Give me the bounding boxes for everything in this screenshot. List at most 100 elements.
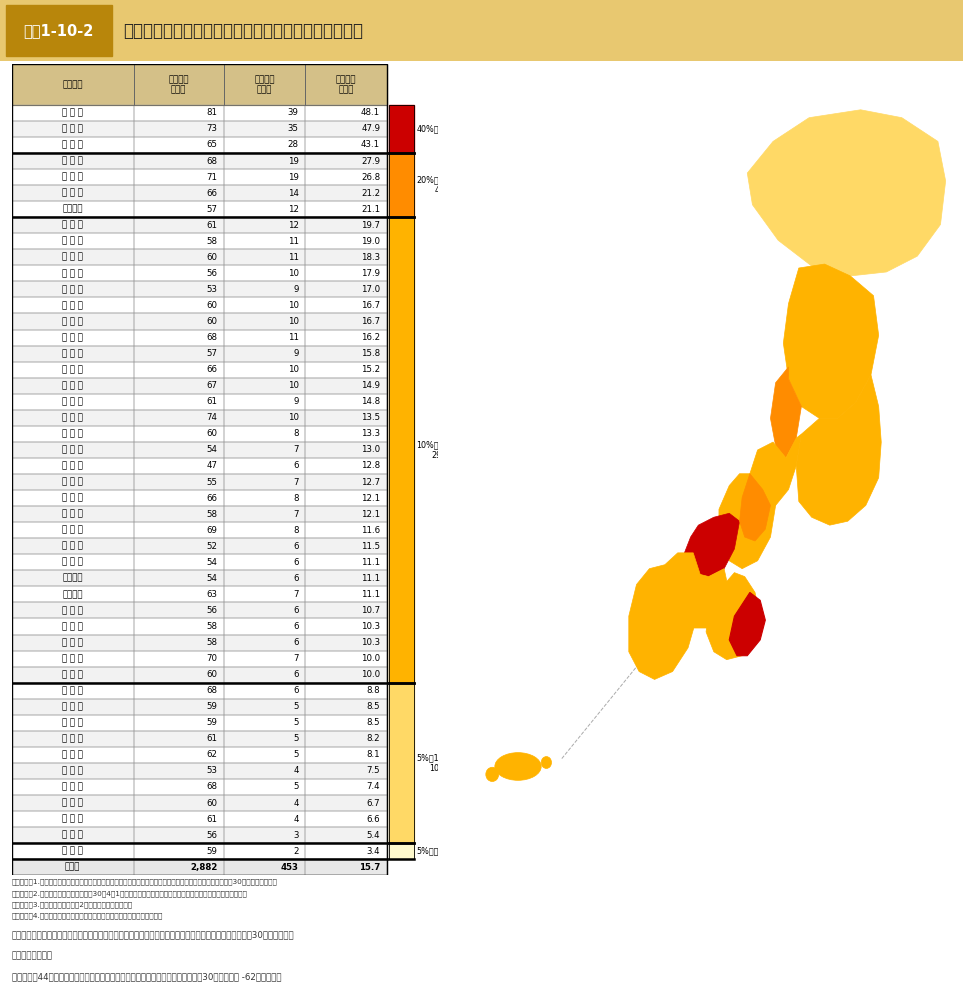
Bar — [305, 265, 386, 282]
Bar — [223, 153, 305, 169]
Bar — [12, 426, 386, 442]
Bar — [12, 153, 386, 169]
Bar — [12, 249, 134, 265]
Bar — [134, 747, 223, 763]
Bar — [12, 265, 134, 282]
Text: 宮 城 県: 宮 城 県 — [63, 269, 83, 278]
Text: 73: 73 — [206, 125, 218, 134]
Text: 60: 60 — [206, 671, 218, 679]
Bar — [134, 554, 223, 571]
Bar — [305, 201, 386, 218]
Bar — [12, 667, 386, 682]
Bar — [12, 811, 386, 827]
Text: 10: 10 — [288, 365, 299, 374]
Text: 10: 10 — [288, 317, 299, 326]
Bar — [223, 682, 305, 698]
Bar — [12, 491, 386, 506]
Text: 出典：内閣府「地方公共団体における男女共同参画社会の形成又は女性に関する施策の推進状況」（平成30年度）　より: 出典：内閣府「地方公共団体における男女共同参画社会の形成又は女性に関する施策の推… — [12, 931, 294, 940]
Text: 58: 58 — [206, 622, 218, 631]
Text: 16.2: 16.2 — [361, 333, 380, 342]
Polygon shape — [747, 110, 946, 276]
Text: 28: 28 — [288, 140, 299, 149]
Bar — [12, 458, 134, 474]
Text: 19: 19 — [288, 172, 299, 182]
Bar — [134, 329, 223, 345]
Bar — [12, 747, 386, 763]
Bar — [223, 298, 305, 314]
Bar — [134, 442, 223, 458]
Polygon shape — [629, 553, 701, 679]
Text: 石 川 県: 石 川 県 — [63, 654, 83, 663]
Text: 35: 35 — [288, 125, 299, 134]
Text: 54: 54 — [206, 574, 218, 583]
Bar — [305, 474, 386, 491]
Bar — [223, 795, 305, 811]
Bar — [12, 731, 386, 747]
Bar — [305, 442, 386, 458]
Text: 2,882: 2,882 — [190, 862, 218, 871]
Bar — [12, 779, 386, 795]
Bar — [305, 827, 386, 844]
Text: 61: 61 — [206, 398, 218, 406]
Text: 合　計: 合 計 — [65, 862, 80, 871]
Text: 6: 6 — [293, 542, 299, 551]
Bar — [134, 602, 223, 618]
Bar — [12, 747, 134, 763]
Text: 4.データの表記の都合上，島の省略等を行っているものがある。: 4.データの表記の都合上，島の省略等を行っているものがある。 — [12, 913, 163, 920]
Text: 15.2: 15.2 — [361, 365, 380, 374]
Text: 58: 58 — [206, 236, 218, 245]
Text: 10.0: 10.0 — [361, 654, 380, 663]
Text: 4: 4 — [293, 815, 299, 824]
Text: 15.7: 15.7 — [359, 862, 380, 871]
Text: 60: 60 — [206, 798, 218, 808]
Bar — [389, 218, 414, 682]
Text: 4: 4 — [293, 766, 299, 775]
Bar — [12, 763, 134, 779]
Text: 21.1: 21.1 — [361, 205, 380, 214]
Text: 12.1: 12.1 — [361, 509, 380, 518]
Bar — [223, 618, 305, 635]
Bar — [223, 522, 305, 538]
Text: 68: 68 — [206, 156, 218, 165]
Bar — [223, 169, 305, 185]
Text: 60: 60 — [206, 301, 218, 310]
Text: 島 根 県: 島 根 県 — [63, 125, 83, 134]
Bar — [305, 747, 386, 763]
Text: 60: 60 — [206, 317, 218, 326]
Polygon shape — [729, 592, 766, 656]
Bar — [305, 169, 386, 185]
Text: 〈附属資料44「地方防災会議の委員に占める女性委員の割合（都道府県別・平成30年）」（附 -62）　参照〉: 〈附属資料44「地方防災会議の委員に占める女性委員の割合（都道府県別・平成30年… — [12, 972, 281, 981]
Bar — [305, 362, 386, 378]
Bar — [12, 105, 134, 121]
Bar — [223, 442, 305, 458]
Text: 14.8: 14.8 — [361, 398, 380, 406]
Text: 7: 7 — [293, 478, 299, 487]
Bar — [12, 64, 386, 105]
Bar — [12, 442, 386, 458]
Text: 68: 68 — [206, 782, 218, 791]
Bar — [134, 265, 223, 282]
Text: 熊 本 県: 熊 本 県 — [63, 606, 83, 615]
Text: 453: 453 — [280, 862, 299, 871]
Bar — [12, 233, 134, 249]
Text: 19: 19 — [288, 156, 299, 165]
Bar — [12, 571, 134, 586]
Bar — [12, 602, 134, 618]
Bar — [12, 586, 134, 602]
Text: 6.6: 6.6 — [367, 815, 380, 824]
Text: 5.4: 5.4 — [367, 831, 380, 840]
Text: 5%～10%未満
10団体: 5%～10%未満 10団体 — [417, 754, 461, 772]
Text: 鳥 取 県: 鳥 取 県 — [63, 140, 83, 149]
Text: 71: 71 — [206, 172, 218, 182]
Bar — [134, 362, 223, 378]
Text: 66: 66 — [206, 494, 218, 502]
Text: 8: 8 — [293, 429, 299, 438]
Bar — [134, 298, 223, 314]
Text: 三 重 県: 三 重 県 — [63, 718, 83, 727]
Text: 59: 59 — [206, 702, 218, 711]
Text: 60: 60 — [206, 429, 218, 438]
Bar — [134, 522, 223, 538]
Text: 54: 54 — [206, 558, 218, 567]
Bar — [305, 345, 386, 362]
Bar — [389, 153, 414, 218]
